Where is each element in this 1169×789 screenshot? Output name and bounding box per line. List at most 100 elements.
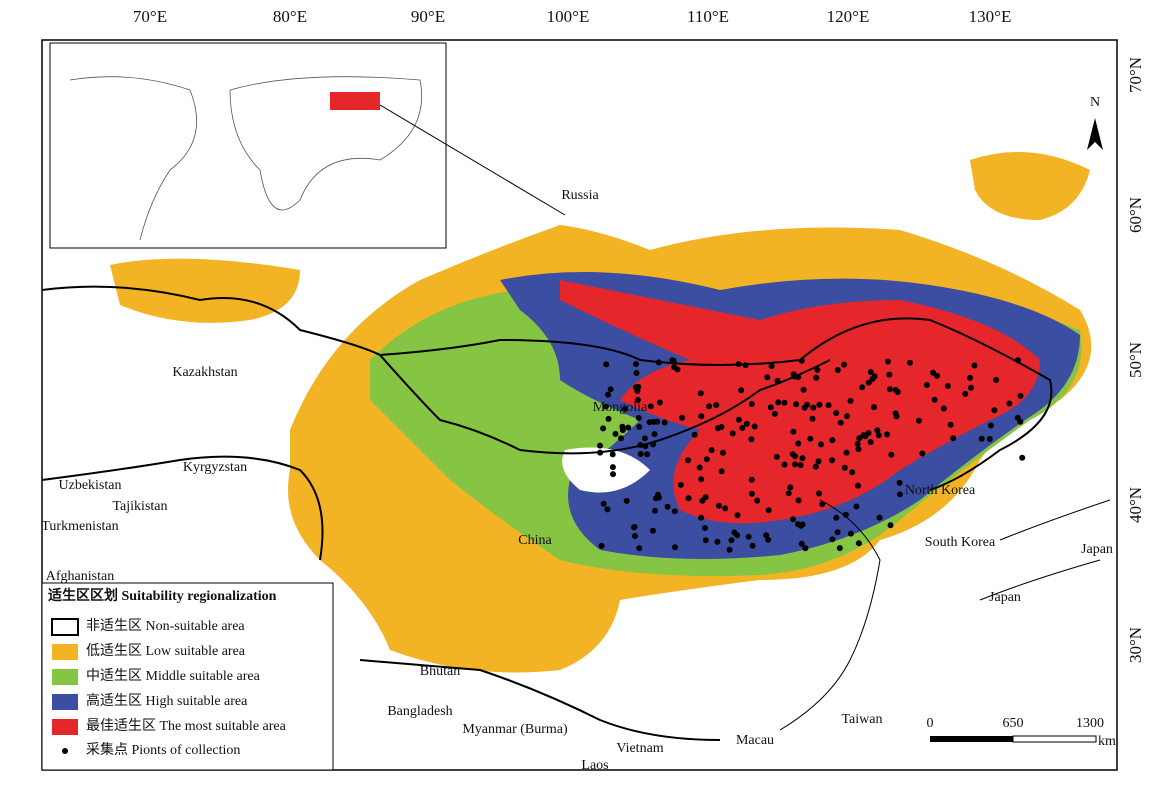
collection-point [729, 430, 736, 437]
collection-point [650, 441, 657, 448]
coastline [779, 499, 1111, 731]
place-label: Mongolia [593, 400, 648, 415]
collection-point [950, 435, 957, 442]
collection-point [856, 435, 863, 442]
collection-point [781, 399, 788, 406]
place-label: Bangladesh [387, 704, 452, 719]
latitude-label: 30°N [1126, 627, 1145, 663]
collection-point [745, 533, 752, 540]
scale-bar [930, 735, 1097, 743]
collection-point [625, 424, 632, 431]
legend-swatch [62, 748, 68, 754]
collection-point [748, 401, 755, 407]
collection-points [597, 357, 1026, 553]
collection-point [849, 469, 856, 476]
collection-point [661, 419, 668, 426]
collection-point [886, 386, 893, 393]
collection-point [962, 390, 969, 397]
collection-point [743, 420, 750, 427]
collection-point [720, 449, 726, 456]
collection-point [672, 544, 678, 551]
collection-point [632, 533, 638, 539]
collection-point [944, 383, 951, 389]
collection-point [915, 417, 922, 424]
collection-point [734, 512, 741, 519]
place-label: Taiwan [841, 712, 882, 727]
collection-point [609, 464, 616, 471]
collection-point [714, 538, 721, 545]
collection-point [836, 545, 843, 552]
latitude-label: 50°N [1126, 342, 1145, 378]
collection-point [837, 419, 844, 426]
inset-frame [49, 42, 447, 249]
collection-point [655, 491, 661, 498]
collection-point [854, 440, 861, 447]
coast [779, 499, 881, 731]
collection-point [654, 418, 661, 425]
collection-point [748, 436, 755, 443]
collection-point [754, 497, 761, 504]
collection-point [597, 442, 603, 449]
collection-point [698, 413, 705, 420]
collection-point [739, 424, 746, 431]
collection-point [814, 366, 821, 373]
legend-swatch [52, 719, 78, 735]
collection-point [829, 536, 836, 543]
scale-label: 1300 [1076, 716, 1104, 731]
collection-point [987, 422, 994, 429]
collection-point [919, 450, 926, 457]
legend-swatch [52, 644, 78, 660]
latitude-label: 60°N [1126, 197, 1145, 233]
collection-point [738, 387, 745, 394]
collection-point [993, 376, 1000, 383]
collection-point [781, 461, 788, 468]
longitude-label: 130°E [969, 7, 1012, 26]
legend-label: 采集点 Pionts of collection [86, 741, 240, 758]
collection-point [698, 476, 705, 483]
collection-point [790, 428, 797, 435]
collection-point [702, 525, 708, 531]
inset [49, 42, 566, 249]
place-label: Bhutan [420, 664, 460, 679]
north-symbol [1087, 118, 1103, 150]
collection-point [609, 451, 616, 458]
collection-point [735, 361, 742, 368]
collection-point [651, 431, 658, 438]
scale-unit: km [1098, 734, 1116, 749]
legend-box [41, 582, 334, 771]
collection-point [968, 384, 974, 391]
legend-swatch [52, 669, 78, 685]
collection-point [884, 358, 891, 365]
inset-highlight [330, 92, 380, 110]
collection-point [597, 449, 604, 456]
collection-point [607, 386, 614, 393]
collection-point [636, 545, 643, 552]
collection-point [751, 423, 758, 430]
collection-point [923, 382, 930, 388]
collection-point [940, 405, 947, 412]
place-label: Japan [1081, 542, 1113, 557]
place-label: South Korea [925, 535, 996, 550]
latitude-label: 70°N [1126, 57, 1145, 93]
collection-point [1017, 392, 1024, 399]
collection-point [635, 415, 642, 421]
collection-point [971, 362, 978, 369]
collection-point [813, 374, 820, 381]
collection-point [718, 468, 725, 475]
non-suitable-area [562, 447, 650, 493]
inset-arrow [379, 104, 566, 216]
collection-point [834, 367, 841, 373]
collection-point [791, 373, 798, 380]
collection-point [622, 405, 628, 412]
collection-point [907, 359, 913, 366]
collection-point [818, 441, 824, 448]
collection-point [865, 430, 872, 436]
collection-point [795, 497, 802, 504]
collection-point [773, 453, 780, 460]
collection-point [853, 503, 860, 510]
collection-point [691, 431, 698, 438]
collection-point [795, 440, 802, 447]
place-label: Myanmar (Burma) [462, 722, 568, 737]
collection-point [649, 527, 656, 534]
collection-point [726, 546, 733, 553]
